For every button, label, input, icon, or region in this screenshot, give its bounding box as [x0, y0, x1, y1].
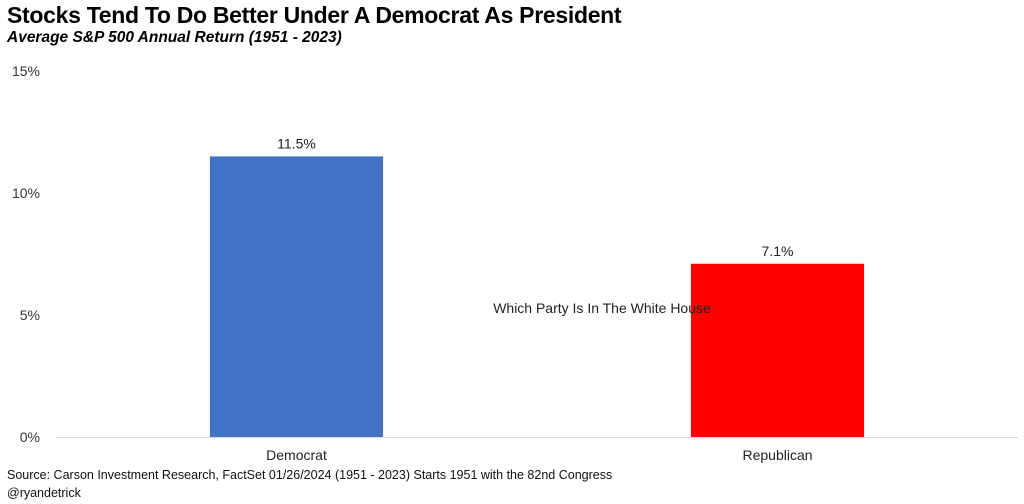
data-label-democrat: 11.5%: [277, 135, 316, 151]
bar-labels: 11.5% Democrat 7.1% Republican: [266, 135, 812, 463]
bar-republican: [690, 263, 865, 437]
chart-title: Stocks Tend To Do Better Under A Democra…: [7, 2, 622, 28]
source-note: Source: Carson Investment Research, Fact…: [7, 468, 613, 482]
chart-subtitle: Average S&P 500 Annual Return (1951 - 20…: [7, 29, 342, 46]
author-handle: @ryandetrick: [7, 486, 81, 500]
y-tick-label: 10%: [12, 185, 40, 201]
data-label-republican: 7.1%: [762, 243, 794, 259]
y-tick-label: 5%: [20, 307, 40, 323]
y-tick-label: 15%: [12, 63, 40, 79]
y-axis-ticks: 0% 5% 10% 15%: [12, 63, 40, 445]
bars: [209, 156, 865, 437]
category-label-democrat: Democrat: [266, 447, 327, 463]
chart-annotation: Which Party Is In The White House: [493, 300, 711, 316]
y-tick-label: 0%: [20, 429, 40, 445]
bar-democrat: [209, 156, 384, 437]
category-label-republican: Republican: [742, 447, 812, 463]
